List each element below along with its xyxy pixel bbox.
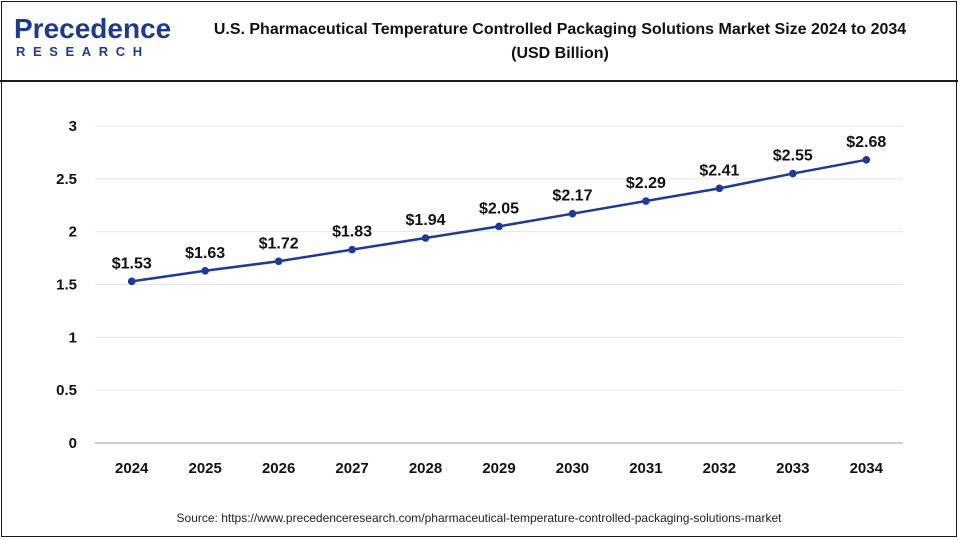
- header: Precedence RESEARCH U.S. Pharmaceutical …: [0, 0, 958, 82]
- data-point: [127, 277, 136, 286]
- chart-title: U.S. Pharmaceutical Temperature Controll…: [190, 18, 930, 66]
- x-tick-label: 2029: [482, 460, 515, 477]
- y-tick-label: 2.5: [56, 171, 77, 188]
- data-label: $1.72: [259, 235, 299, 252]
- logo-tagline: RESEARCH: [16, 44, 150, 59]
- x-tick-label: 2028: [409, 460, 442, 477]
- data-label: $2.29: [626, 175, 666, 192]
- data-point: [642, 197, 650, 205]
- x-tick-label: 2025: [188, 460, 221, 477]
- data-point: [348, 245, 356, 254]
- data-point: [568, 209, 577, 218]
- data-label: $2.05: [479, 200, 519, 217]
- data-point: [201, 266, 209, 275]
- y-tick-label: 3: [69, 118, 77, 135]
- data-label: $1.94: [406, 212, 446, 229]
- data-label: $2.55: [773, 148, 813, 165]
- data-point: [495, 222, 503, 231]
- y-tick-label: 0.5: [56, 382, 77, 399]
- data-label: $1.53: [112, 255, 152, 272]
- chart-title-line1: U.S. Pharmaceutical Temperature Controll…: [213, 21, 907, 38]
- x-tick-label: 2032: [703, 460, 736, 477]
- brand-logo: Precedence RESEARCH: [14, 12, 171, 64]
- data-point: [274, 257, 283, 266]
- data-point: [715, 184, 724, 193]
- x-tick-label: 2033: [776, 460, 809, 477]
- x-tick-label: 2031: [629, 460, 662, 477]
- x-tick-label: 2027: [335, 460, 368, 477]
- source-note: Source: https://www.precedenceresearch.c…: [176, 511, 782, 525]
- logo-wordmark: Precedence: [14, 13, 172, 44]
- data-label: $2.68: [846, 134, 886, 151]
- data-label: $2.41: [699, 162, 739, 179]
- data-point: [421, 234, 430, 242]
- y-tick-label: 1.5: [56, 277, 77, 294]
- data-label: $2.17: [552, 188, 592, 205]
- x-tick-label: 2024: [115, 460, 149, 477]
- x-tick-label: 2026: [262, 460, 295, 477]
- data-point: [789, 169, 797, 178]
- chart-title-line2: (USD Billion): [511, 45, 609, 62]
- data-point: [862, 156, 871, 164]
- series-line: [131, 158, 867, 283]
- y-tick-label: 0: [69, 435, 77, 452]
- x-tick-label: 2034: [850, 460, 884, 477]
- y-tick-label: 1: [69, 329, 77, 346]
- data-label: $1.83: [332, 224, 372, 241]
- x-tick-label: 2030: [556, 460, 589, 477]
- data-label: $1.63: [185, 245, 225, 262]
- y-tick-label: 2: [69, 224, 77, 241]
